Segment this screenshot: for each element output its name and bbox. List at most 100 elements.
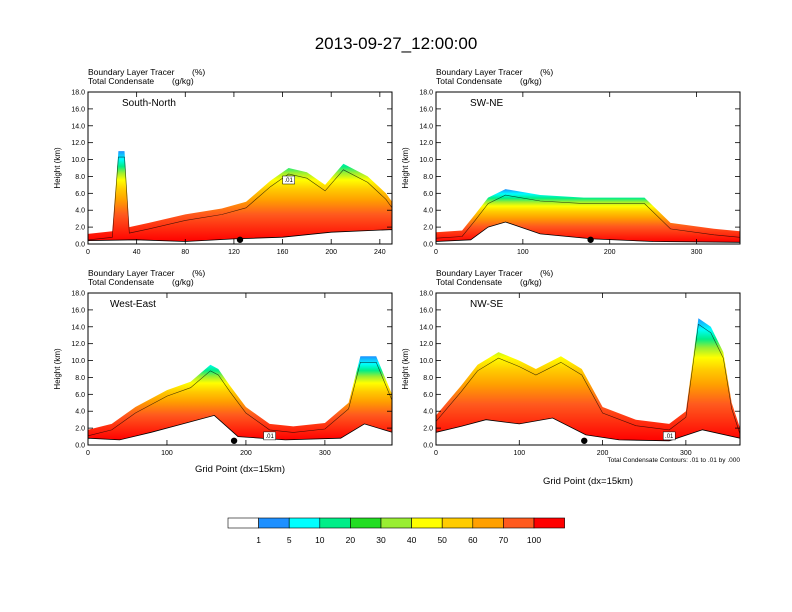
y-tick-label: 8.0 — [75, 375, 85, 382]
panel-3: Boundary Layer Tracer (%) Total Condensate… — [53, 268, 393, 475]
y-tick-label: 18.0 — [419, 291, 433, 298]
plot-frame — [435, 292, 741, 446]
y-tick-label: 4.0 — [423, 409, 433, 416]
contour-label-box — [263, 431, 276, 441]
y-tick-label: 12.0 — [71, 140, 85, 147]
x-tick-label: 300 — [691, 249, 703, 256]
location-marker — [581, 437, 588, 444]
legend-swatch — [319, 517, 351, 529]
x-tick-label: 200 — [604, 249, 616, 256]
y-tick-label: 12.0 — [419, 341, 433, 348]
condensate-contour — [87, 156, 393, 241]
location-marker — [230, 437, 238, 444]
color-legend: 1 5 10 20 30 40 50 60 70 100 — [227, 517, 565, 545]
y-axis-label: Height (km) — [401, 348, 410, 390]
y-tick-label: 0.0 — [75, 242, 85, 249]
y-tick-label: 18.0 — [71, 90, 85, 97]
x-tick-label: 120 — [228, 249, 240, 256]
x-tick-label: 100 — [161, 450, 173, 457]
y-axis-label: Height (km) — [53, 348, 62, 390]
y-tick-label: 8.0 — [75, 174, 85, 181]
panel-header-condensate: Total Condensate — [436, 76, 502, 86]
tracer-field — [436, 189, 740, 243]
x-tick-label: 300 — [680, 450, 692, 457]
panel-header-condensate-unit: (g/kg) — [172, 76, 194, 86]
x-tick-label: 300 — [319, 450, 331, 457]
panel-header-condensate: Total Condensate — [88, 76, 154, 86]
legend-swatch — [350, 517, 382, 529]
y-tick-label: 10.0 — [419, 157, 433, 164]
contour-label-box — [662, 431, 676, 441]
condensate-contour — [435, 194, 741, 239]
legend-swatch — [472, 517, 504, 529]
panel-header-condensate-unit: (g/kg) — [520, 76, 542, 86]
y-tick-label: 2.0 — [423, 426, 433, 433]
panel-header-condensate: Total Condensate — [88, 277, 154, 287]
panel-header-tracer-unit: (%) — [540, 67, 553, 77]
y-tick-label: 2.0 — [75, 225, 85, 232]
plot-frame — [435, 91, 741, 245]
panel-header-tracer-unit: (%) — [540, 268, 553, 278]
y-tick-label: 16.0 — [71, 106, 85, 113]
x-tick-label: 0 — [86, 249, 90, 256]
y-tick-label: 4.0 — [75, 208, 85, 215]
y-tick-label: 2.0 — [423, 225, 433, 232]
contour-note: Total Condensate Contours: .01 to .01 by… — [607, 457, 740, 464]
legend-label: 50 — [437, 535, 447, 545]
y-tick-label: 10.0 — [71, 157, 85, 164]
y-tick-label: 14.0 — [71, 123, 85, 130]
panel-2: Boundary Layer Tracer (%) Total Condensate… — [401, 67, 741, 256]
y-tick-label: 14.0 — [419, 123, 433, 130]
x-tick-label: 160 — [277, 249, 289, 256]
y-tick-label: 14.0 — [419, 324, 433, 331]
panel-4: Boundary Layer Tracer (%) Total Condensate… — [401, 268, 741, 487]
legend-label: 40 — [407, 535, 417, 545]
y-tick-label: 12.0 — [71, 341, 85, 348]
panel-header-tracer: Boundary Layer Tracer — [436, 268, 523, 278]
x-tick-label: 0 — [434, 249, 438, 256]
y-tick-label: 4.0 — [75, 409, 85, 416]
condensate-contour — [87, 362, 393, 437]
panel-title: South-North — [122, 98, 176, 109]
y-tick-label: 4.0 — [423, 208, 433, 215]
x-tick-label: 0 — [434, 450, 438, 457]
x-tick-label: 100 — [517, 249, 529, 256]
legend-label: 70 — [499, 535, 509, 545]
x-tick-label: 80 — [181, 249, 189, 256]
y-tick-label: 0.0 — [423, 242, 433, 249]
figure-title: 2013-09-27_12:00:00 — [315, 34, 478, 53]
legend-label: 1 — [256, 535, 261, 545]
x-tick-label: 100 — [513, 450, 525, 457]
tracer-field — [88, 151, 392, 242]
y-axis-label: Height (km) — [401, 147, 410, 189]
legend-label: 60 — [468, 535, 478, 545]
panel-header-tracer: Boundary Layer Tracer — [436, 67, 523, 77]
y-tick-label: 10.0 — [71, 358, 85, 365]
panel-header-condensate-unit: (g/kg) — [520, 277, 542, 287]
x-tick-label: 200 — [240, 450, 252, 457]
legend-swatch — [380, 517, 412, 529]
y-tick-label: 12.0 — [419, 140, 433, 147]
legend-label: 5 — [287, 535, 292, 545]
legend-swatch — [227, 517, 259, 529]
contour-label: .01 — [265, 434, 274, 440]
y-tick-label: 14.0 — [71, 324, 85, 331]
legend-swatch — [441, 517, 474, 529]
tracer-field — [436, 318, 740, 441]
panel-header-tracer-unit: (%) — [192, 268, 205, 278]
contour-label-box — [282, 175, 295, 185]
panel-title: NW-SE — [470, 299, 503, 310]
panel-header-tracer-unit: (%) — [192, 67, 205, 77]
y-tick-label: 16.0 — [71, 307, 85, 314]
legend-label: 100 — [527, 535, 541, 545]
y-tick-label: 8.0 — [423, 375, 433, 382]
plot-frame — [87, 292, 393, 446]
panel-header-condensate-unit: (g/kg) — [172, 277, 194, 287]
y-tick-label: 6.0 — [75, 392, 85, 399]
panels: Boundary Layer Tracer (%) Total Condensate… — [53, 67, 741, 487]
x-tick-label: 200 — [325, 249, 337, 256]
y-tick-label: 6.0 — [423, 191, 433, 198]
legend-swatch — [258, 517, 290, 529]
location-marker — [236, 236, 244, 243]
panel-header-condensate: Total Condensate — [436, 277, 502, 287]
